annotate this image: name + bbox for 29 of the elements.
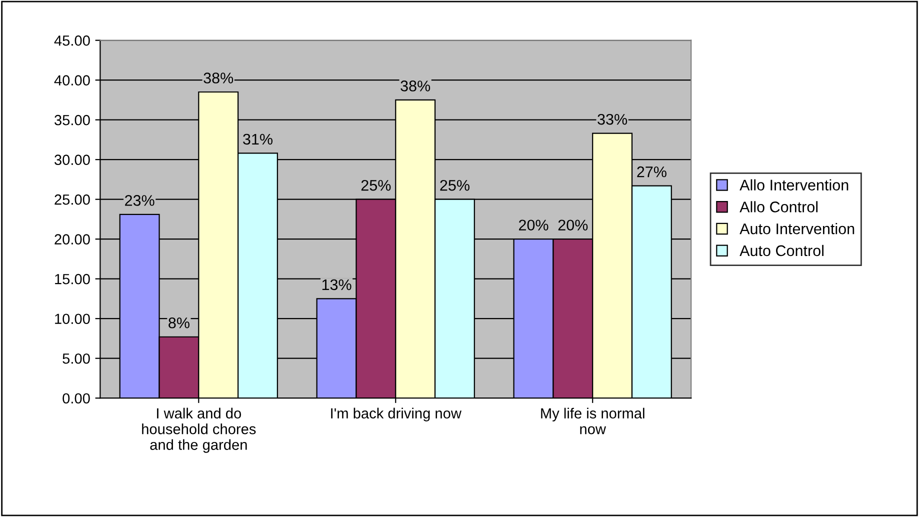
y-tick-label: 35.00	[54, 114, 90, 126]
y-tick-label: 5.00	[62, 353, 90, 364]
legend-label: Auto Intervention	[740, 223, 854, 234]
data-label: 31%	[243, 134, 272, 145]
data-label: 8%	[168, 317, 190, 328]
x-tick-label: I'm back driving now	[331, 408, 462, 422]
y-tick-label: 10.00	[55, 314, 90, 324]
legend-label: Allo Control	[740, 201, 818, 212]
x-tick-label: I walk and do household chores and the garden	[142, 408, 256, 453]
y-tick-label: 30.00	[54, 154, 90, 166]
y-tick-label: 25.00	[54, 194, 90, 205]
data-label: 38%	[204, 72, 234, 84]
y-tick-label: 0.00	[62, 393, 90, 404]
y-tick-label: 45.00	[54, 35, 90, 46]
y-tick-label: 20.00	[54, 234, 90, 245]
data-label: 38%	[400, 80, 430, 92]
data-label: 25%	[361, 180, 391, 191]
data-label: 25%	[440, 180, 470, 191]
legend-label: Allo Intervention	[740, 179, 848, 190]
data-label: 20%	[518, 220, 548, 231]
data-label: 20%	[558, 220, 588, 231]
data-label: 27%	[637, 166, 666, 178]
y-tick-label: 40.00	[54, 75, 90, 86]
y-tick-label: 15.00	[55, 274, 90, 284]
data-label: 13%	[322, 279, 352, 290]
x-tick-label: My life is normal now	[541, 408, 644, 434]
legend-label: Auto Control	[740, 244, 824, 256]
data-label: 33%	[598, 114, 628, 125]
data-label: 23%	[125, 195, 154, 206]
